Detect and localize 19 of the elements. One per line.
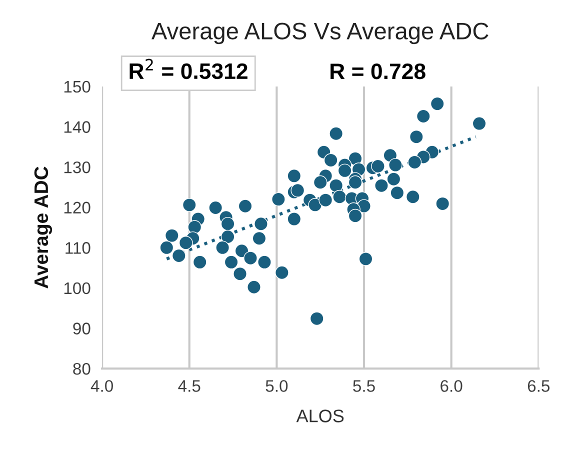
y-tick-label: 140	[64, 121, 90, 133]
y-tick-label: 150	[64, 80, 90, 93]
x-axis-title: ALOS	[296, 410, 344, 422]
y-tick-label: 80	[73, 362, 90, 375]
x-tick-label: 4.5	[178, 380, 200, 392]
text: R$^{2}$ = 0.5312	[130, 58, 248, 80]
y-tick-label: 130	[64, 161, 90, 174]
y-tick-label: 110	[66, 242, 90, 254]
y-axis-title: Average ADC	[34, 166, 52, 288]
y-tick-label: 90	[73, 322, 90, 334]
x-tick-label: 6.5	[528, 380, 550, 392]
y-tick-label: 120	[64, 202, 90, 214]
x-tick-label: 5.0	[266, 380, 288, 392]
text: R = 0.728	[330, 64, 426, 80]
x-tick-label: 6.0	[440, 380, 462, 392]
chart-title: Average ALOS Vs Average ADC	[152, 22, 488, 44]
y-tick-label: 100	[64, 282, 90, 294]
x-tick-label: 4.0	[90, 380, 113, 392]
x-tick-label: 5.5	[353, 380, 375, 392]
